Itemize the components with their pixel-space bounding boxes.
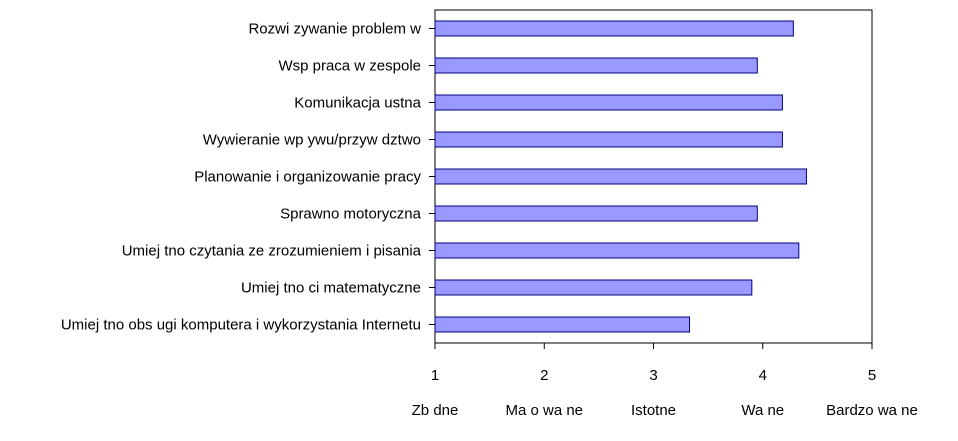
x-tick-label: 4 — [759, 367, 767, 384]
x-tick-label: 2 — [540, 367, 548, 384]
category-labels: Rozwi zywanie problem w Wsp praca w zespo… — [61, 21, 435, 334]
scale-label: Zb dne — [412, 402, 459, 419]
scale-labels: Zb dne Ma o wa ne Istotne Wa ne Bardzo wa ne — [412, 402, 918, 419]
bar — [434, 168, 807, 185]
bar — [434, 279, 753, 296]
category-label: Komunikacja ustna — [294, 95, 421, 112]
x-tick-labels: 1 2 3 4 5 — [431, 367, 876, 384]
x-tick-label: 3 — [649, 367, 657, 384]
x-axis — [434, 343, 873, 349]
x-tick-label: 1 — [431, 367, 439, 384]
category-label: Wywieranie wp ywu/przyw dztwo — [203, 132, 421, 149]
bar — [434, 316, 691, 333]
category-label: Planowanie i organizowanie pracy — [194, 169, 421, 186]
x-tick-label: 5 — [868, 367, 876, 384]
category-label: Sprawno motoryczna — [280, 206, 422, 223]
bar — [434, 57, 758, 74]
category-label: Umiej tno ci matematyczne — [241, 280, 421, 297]
category-label: Wsp praca w zespole — [278, 58, 421, 75]
scale-label: Istotne — [631, 402, 676, 419]
bar — [434, 205, 758, 222]
scale-label: Ma o wa ne — [505, 402, 583, 419]
category-label: Umiej tno czytania ze zrozumieniem i pis… — [122, 243, 422, 260]
bar — [434, 131, 783, 148]
bar — [434, 94, 783, 111]
scale-label: Wa ne — [741, 402, 784, 419]
bar — [434, 20, 794, 37]
category-label: Umiej tno obs ugi komputera i wykorzysta… — [61, 317, 421, 334]
scale-label: Bardzo wa ne — [826, 402, 918, 419]
category-label: Rozwi zywanie problem w — [248, 21, 421, 38]
bars — [434, 20, 807, 333]
bar — [434, 242, 800, 259]
